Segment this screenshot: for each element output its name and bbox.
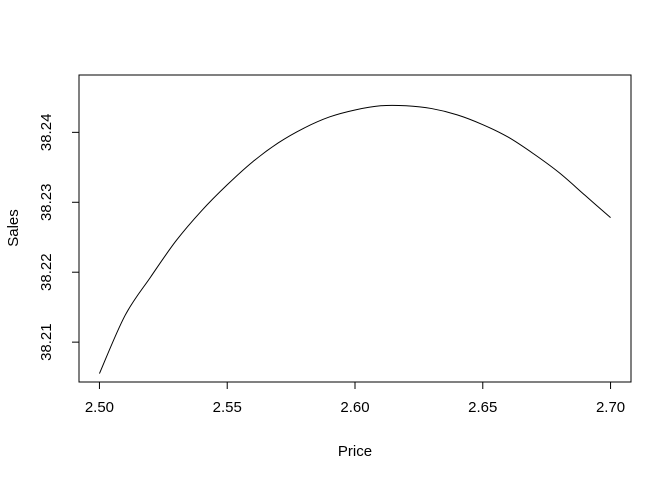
y-tick-label: 38.22 [38, 253, 55, 291]
x-tick-label: 2.50 [85, 399, 114, 416]
y-tick-label: 38.21 [38, 323, 55, 361]
y-tick-label: 38.23 [38, 184, 55, 222]
x-tick-label: 2.55 [213, 399, 242, 416]
x-tick-label: 2.60 [340, 399, 369, 416]
x-tick-label: 2.70 [596, 399, 625, 416]
x-axis-label: Price [338, 443, 372, 460]
y-tick-label: 38.24 [38, 114, 55, 152]
series-layer [98, 104, 611, 374]
x-tick-label: 2.65 [468, 399, 497, 416]
y-axis-label: Sales [5, 209, 22, 247]
x-axis: 2.50 2.55 2.60 2.65 2.70 [85, 381, 625, 416]
series-line-sales [98, 104, 611, 374]
y-axis: 38.21 38.22 38.23 38.24 [38, 114, 80, 361]
